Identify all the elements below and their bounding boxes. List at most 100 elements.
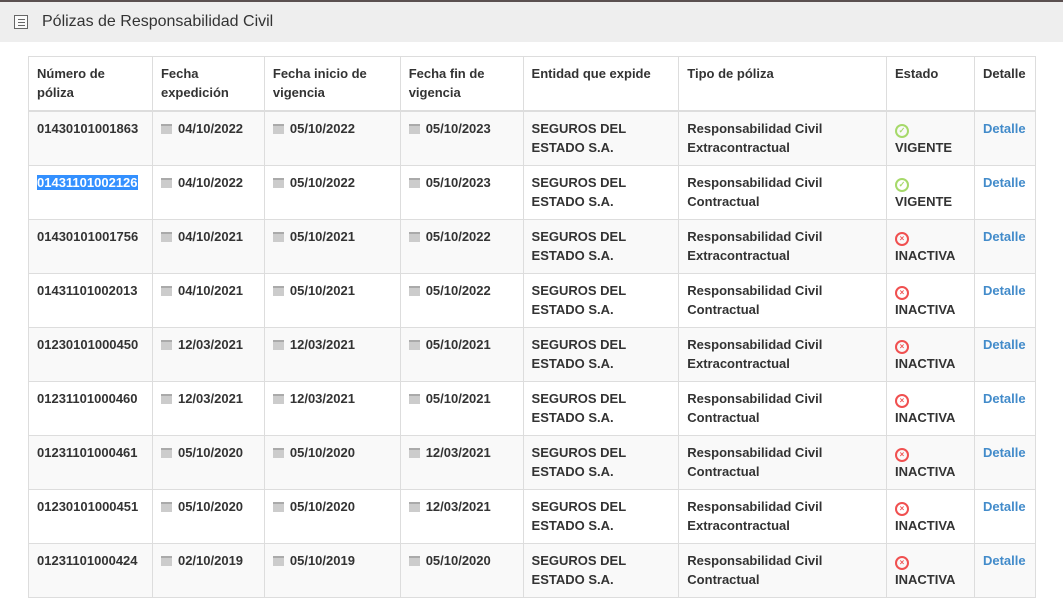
calendar-icon: [408, 178, 420, 188]
detail-link[interactable]: Detalle: [982, 175, 1026, 190]
end-date-cell: 05/10/2023: [399, 110, 524, 166]
end-date: 05/10/2023: [425, 121, 491, 136]
policy-number[interactable]: 01231101000424: [37, 553, 138, 568]
issue-date: 05/10/2020: [177, 499, 244, 514]
end-date: 05/10/2023: [425, 175, 491, 190]
issue-date-cell: 04/10/2021: [151, 273, 265, 328]
calendar-icon: [160, 502, 172, 512]
table-row: 01430101001756 04/10/2021 05/10/2021 05/10/…: [28, 219, 1037, 274]
status-cell: × INACTIVA: [886, 381, 975, 436]
policy-number[interactable]: 01230101000451: [37, 499, 139, 514]
detail-link[interactable]: Detalle: [982, 337, 1026, 352]
x-circle-icon: ×: [895, 556, 909, 570]
column-header: Estado: [886, 56, 975, 112]
policy-number[interactable]: 01230101000450: [37, 337, 139, 352]
policy-number[interactable]: 01431101002126: [37, 175, 138, 190]
list-icon: [14, 15, 28, 29]
end-date-cell: 05/10/2023: [399, 165, 524, 220]
start-date-cell: 05/10/2022: [263, 110, 401, 166]
entity-cell: SEGUROS DEL ESTADO S.A.: [522, 327, 680, 382]
detail-cell: Detalle: [973, 273, 1037, 328]
policy-number[interactable]: 01431101002013: [37, 283, 138, 298]
status-cell: × INACTIVA: [886, 327, 975, 382]
policy-type-cell: Responsabilidad Civil Contractual: [678, 165, 887, 220]
start-date-cell: 05/10/2020: [263, 489, 401, 544]
column-header: Número de póliza: [28, 56, 153, 112]
calendar-icon: [272, 232, 284, 242]
issue-date-cell: 05/10/2020: [151, 435, 265, 490]
calendar-icon: [272, 340, 284, 350]
policy-type-cell: Responsabilidad Civil Contractual: [678, 543, 887, 598]
end-date: 12/03/2021: [425, 445, 491, 460]
start-date: 05/10/2020: [289, 445, 355, 460]
status-label: INACTIVA: [895, 571, 956, 587]
end-date-cell: 05/10/2020: [399, 543, 524, 598]
status-cell: × INACTIVA: [886, 489, 975, 544]
entity-cell: SEGUROS DEL ESTADO S.A.: [522, 273, 680, 328]
issue-date: 04/10/2022: [177, 121, 244, 136]
start-date: 12/03/2021: [289, 391, 355, 406]
start-date-cell: 05/10/2021: [263, 273, 401, 328]
start-date: 05/10/2022: [289, 121, 355, 136]
detail-link[interactable]: Detalle: [982, 445, 1026, 460]
status-cell: ✓ VIGENTE: [886, 165, 975, 220]
status-cell: × INACTIVA: [886, 219, 975, 274]
detail-link[interactable]: Detalle: [982, 499, 1026, 514]
detail-link[interactable]: Detalle: [982, 553, 1026, 568]
table-row: 01430101001863 04/10/2022 05/10/2022 05/10/…: [28, 110, 1037, 166]
policy-number[interactable]: 01430101001756: [37, 229, 139, 244]
policy-number[interactable]: 01231101000460: [37, 391, 138, 406]
issue-date-cell: 04/10/2022: [151, 165, 265, 220]
policy-number-cell: 01231101000424: [28, 543, 153, 598]
page-title: Pólizas de Responsabilidad Civil: [42, 13, 274, 30]
calendar-icon: [160, 178, 172, 188]
entity-cell: SEGUROS DEL ESTADO S.A.: [522, 489, 680, 544]
entity-cell: SEGUROS DEL ESTADO S.A.: [522, 381, 680, 436]
policy-type-cell: Responsabilidad Civil Extracontractual: [678, 489, 887, 544]
table-row: 01230101000450 12/03/2021 12/03/2021 05/10/…: [28, 327, 1037, 382]
x-circle-icon: ×: [895, 340, 909, 354]
end-date-cell: 05/10/2022: [399, 219, 524, 274]
end-date-cell: 12/03/2021: [399, 489, 524, 544]
detail-link[interactable]: Detalle: [982, 229, 1026, 244]
issue-date: 05/10/2020: [177, 445, 244, 460]
x-circle-icon: ×: [895, 286, 909, 300]
calendar-icon: [408, 394, 420, 404]
column-header: Fecha inicio de vigencia: [263, 56, 401, 112]
start-date-cell: 05/10/2019: [263, 543, 401, 598]
policy-number-cell: 01431101002126: [28, 165, 153, 220]
column-header: Fecha fin de vigencia: [399, 56, 524, 112]
policy-number[interactable]: 01231101000461: [37, 445, 138, 460]
page-header: Pólizas de Responsabilidad Civil: [0, 0, 1063, 42]
policy-type-cell: Responsabilidad Civil Extracontractual: [678, 110, 887, 166]
policy-number-cell: 01430101001863: [28, 110, 153, 166]
start-date: 05/10/2019: [289, 553, 355, 568]
end-date: 05/10/2021: [425, 337, 491, 352]
calendar-icon: [408, 448, 420, 458]
policy-type-cell: Responsabilidad Civil Contractual: [678, 381, 887, 436]
column-header: Tipo de póliza: [678, 56, 887, 112]
policies-table: Número de póliza Fecha expedición Fecha in…: [28, 56, 1037, 598]
issue-date: 04/10/2022: [177, 175, 244, 190]
issue-date-cell: 12/03/2021: [151, 327, 265, 382]
calendar-icon: [408, 286, 420, 296]
detail-cell: Detalle: [973, 381, 1037, 436]
calendar-icon: [160, 394, 172, 404]
detail-link[interactable]: Detalle: [982, 391, 1026, 406]
policy-number[interactable]: 01430101001863: [37, 121, 139, 136]
issue-date-cell: 12/03/2021: [151, 381, 265, 436]
policy-number-cell: 01231101000460: [28, 381, 153, 436]
detail-link[interactable]: Detalle: [982, 121, 1026, 136]
status-label: INACTIVA: [895, 463, 956, 479]
calendar-icon: [408, 502, 420, 512]
end-date: 05/10/2022: [425, 229, 491, 244]
start-date-cell: 05/10/2020: [263, 435, 401, 490]
policy-type-cell: Responsabilidad Civil Extracontractual: [678, 219, 887, 274]
status-cell: ✓ VIGENTE: [886, 110, 975, 166]
calendar-icon: [272, 448, 284, 458]
issue-date: 04/10/2021: [177, 229, 244, 244]
x-circle-icon: ×: [895, 502, 909, 516]
issue-date-cell: 04/10/2022: [151, 110, 265, 166]
detail-link[interactable]: Detalle: [982, 283, 1026, 298]
policy-type-cell: Responsabilidad Civil Extracontractual: [678, 327, 887, 382]
